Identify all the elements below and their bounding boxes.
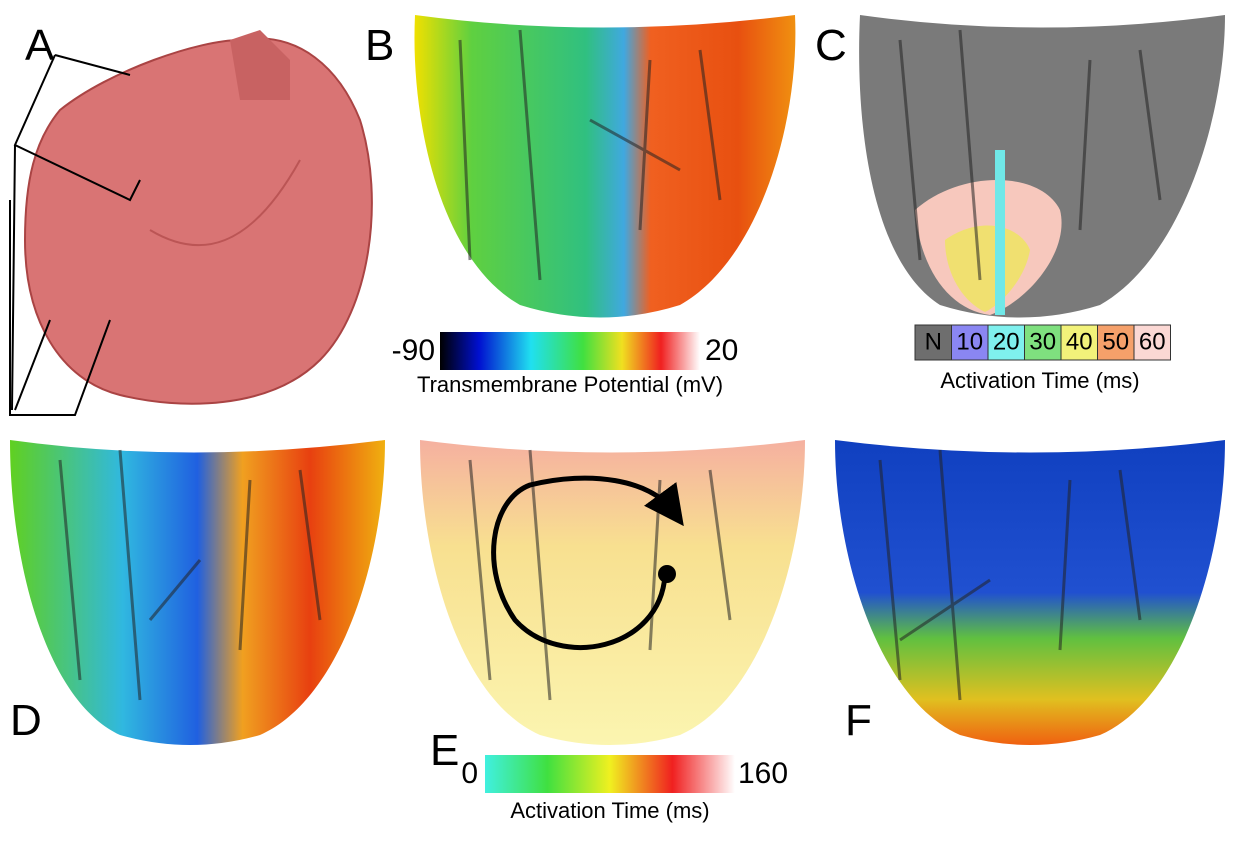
panel-label: C — [815, 21, 847, 70]
activation-legend: N 10 20 30 40 50 60 — [915, 325, 1171, 360]
colorbar-max: 160 — [738, 757, 788, 790]
heart-slice — [10, 440, 385, 745]
colorbar-max: 20 — [705, 334, 738, 367]
purkinje-fiber — [995, 150, 1005, 315]
colorbar — [485, 755, 735, 793]
colorbar-title: Activation Time (ms) — [510, 798, 709, 823]
legend-label: 60 — [1139, 328, 1166, 355]
panel-label: E — [430, 726, 459, 775]
heart-slice — [420, 440, 805, 745]
panel-label: B — [365, 21, 394, 70]
legend-label: 10 — [956, 328, 983, 355]
colorbar — [440, 332, 700, 370]
legend-label: N — [925, 328, 942, 355]
legend-title: Activation Time (ms) — [940, 368, 1139, 393]
heart-render — [10, 30, 372, 415]
panel-label: A — [25, 21, 55, 70]
panel-label: F — [845, 696, 872, 745]
legend-label: 40 — [1066, 328, 1093, 355]
colorbar-min: 0 — [461, 757, 478, 790]
page: A B C D E F -90 20 Transmembrane Potenti… — [0, 0, 1233, 845]
heart-slice — [414, 15, 795, 318]
legend-label: 20 — [993, 328, 1020, 355]
legend-label: 30 — [1029, 328, 1056, 355]
panel-label: D — [10, 696, 42, 745]
reentry-origin — [658, 565, 676, 583]
figure: A B C D E F -90 20 Transmembrane Potenti… — [0, 0, 1233, 845]
colorbar-title: Transmembrane Potential (mV) — [417, 372, 723, 397]
colorbar-min: -90 — [392, 334, 435, 367]
legend-label: 50 — [1102, 328, 1129, 355]
